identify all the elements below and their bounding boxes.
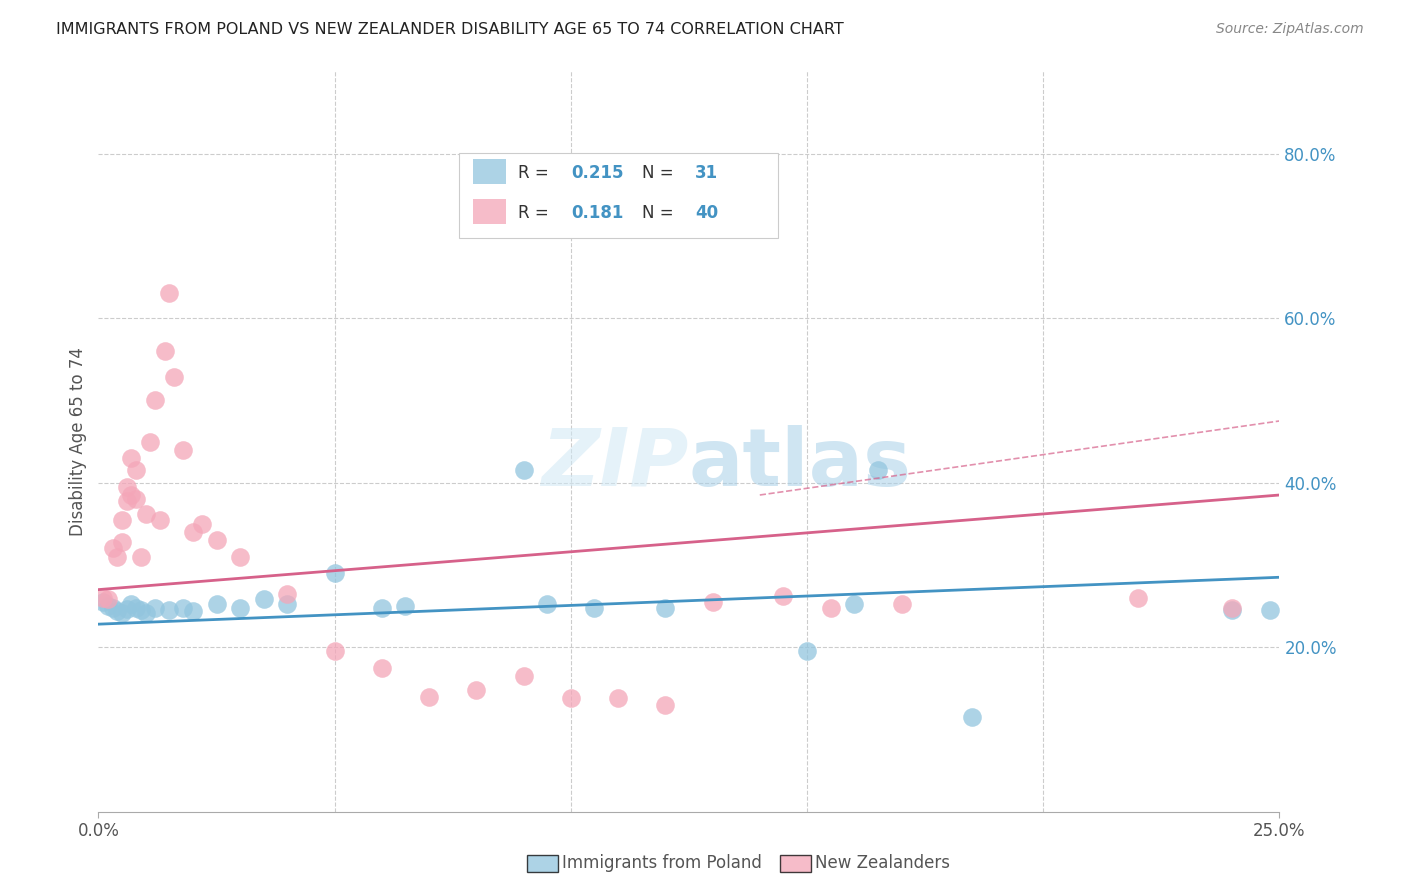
Point bbox=[276, 587, 298, 601]
Point bbox=[844, 598, 866, 612]
Point bbox=[962, 710, 984, 724]
Point bbox=[607, 691, 630, 706]
Point bbox=[512, 669, 534, 683]
Text: Immigrants from Poland: Immigrants from Poland bbox=[562, 855, 762, 872]
Text: 0.181: 0.181 bbox=[571, 204, 623, 222]
Point bbox=[111, 513, 134, 527]
Bar bbox=[472, 199, 506, 224]
Point bbox=[1220, 603, 1243, 617]
Point bbox=[97, 599, 120, 613]
Point bbox=[111, 606, 134, 620]
Point bbox=[115, 493, 138, 508]
Point bbox=[149, 513, 172, 527]
Point bbox=[115, 602, 138, 616]
Point bbox=[121, 450, 143, 465]
Point bbox=[654, 600, 676, 615]
Point bbox=[772, 589, 794, 603]
Point bbox=[1220, 600, 1243, 615]
Point bbox=[181, 524, 204, 539]
Point bbox=[111, 535, 134, 549]
Point bbox=[135, 507, 157, 521]
Text: N =: N = bbox=[641, 204, 679, 222]
Point bbox=[191, 516, 214, 531]
Point bbox=[323, 644, 346, 658]
Text: IMMIGRANTS FROM POLAND VS NEW ZEALANDER DISABILITY AGE 65 TO 74 CORRELATION CHAR: IMMIGRANTS FROM POLAND VS NEW ZEALANDER … bbox=[56, 22, 844, 37]
Bar bbox=[458, 153, 778, 238]
Point bbox=[143, 600, 166, 615]
Text: 31: 31 bbox=[695, 164, 718, 182]
Point bbox=[97, 592, 120, 607]
Point bbox=[1258, 603, 1281, 617]
Point bbox=[205, 598, 228, 612]
Point bbox=[866, 463, 889, 477]
Point bbox=[153, 344, 176, 359]
Text: ZIP: ZIP bbox=[541, 425, 689, 503]
Point bbox=[229, 600, 252, 615]
Point bbox=[125, 600, 148, 615]
Point bbox=[702, 595, 724, 609]
Point bbox=[121, 598, 143, 612]
Point bbox=[1126, 591, 1149, 605]
Point bbox=[253, 592, 276, 607]
Point bbox=[796, 644, 818, 658]
Point bbox=[276, 598, 298, 612]
Point bbox=[512, 463, 534, 477]
Point bbox=[181, 604, 204, 618]
Text: Source: ZipAtlas.com: Source: ZipAtlas.com bbox=[1216, 22, 1364, 37]
Point bbox=[418, 690, 440, 704]
Text: N =: N = bbox=[641, 164, 679, 182]
Point bbox=[820, 600, 842, 615]
Text: 40: 40 bbox=[695, 204, 718, 222]
Point bbox=[135, 606, 157, 620]
Point bbox=[157, 286, 180, 301]
Point bbox=[125, 463, 148, 477]
Point bbox=[91, 591, 114, 605]
Point bbox=[91, 595, 114, 609]
Y-axis label: Disability Age 65 to 74: Disability Age 65 to 74 bbox=[69, 347, 87, 536]
Point bbox=[125, 492, 148, 507]
Point bbox=[654, 698, 676, 712]
Point bbox=[890, 598, 912, 612]
Text: 0.215: 0.215 bbox=[571, 164, 623, 182]
Point bbox=[121, 488, 143, 502]
Point bbox=[172, 442, 194, 457]
Text: atlas: atlas bbox=[689, 425, 912, 503]
Point bbox=[583, 600, 606, 615]
Point bbox=[129, 549, 152, 564]
Point bbox=[205, 533, 228, 548]
Point bbox=[139, 434, 162, 449]
Point bbox=[129, 603, 152, 617]
Point bbox=[101, 600, 124, 615]
Point bbox=[172, 600, 194, 615]
Point bbox=[229, 549, 252, 564]
Point bbox=[115, 480, 138, 494]
Point bbox=[560, 691, 582, 706]
Bar bbox=[472, 159, 506, 184]
Point bbox=[371, 600, 394, 615]
Point bbox=[105, 549, 128, 564]
Point bbox=[163, 370, 186, 384]
Point bbox=[371, 661, 394, 675]
Point bbox=[101, 541, 124, 556]
Text: R =: R = bbox=[517, 164, 554, 182]
Point bbox=[536, 598, 558, 612]
Point bbox=[465, 683, 488, 698]
Text: R =: R = bbox=[517, 204, 554, 222]
Point bbox=[157, 603, 180, 617]
Point bbox=[105, 604, 128, 618]
Point bbox=[394, 599, 416, 613]
Point bbox=[323, 566, 346, 581]
Text: New Zealanders: New Zealanders bbox=[815, 855, 950, 872]
Point bbox=[143, 393, 166, 408]
